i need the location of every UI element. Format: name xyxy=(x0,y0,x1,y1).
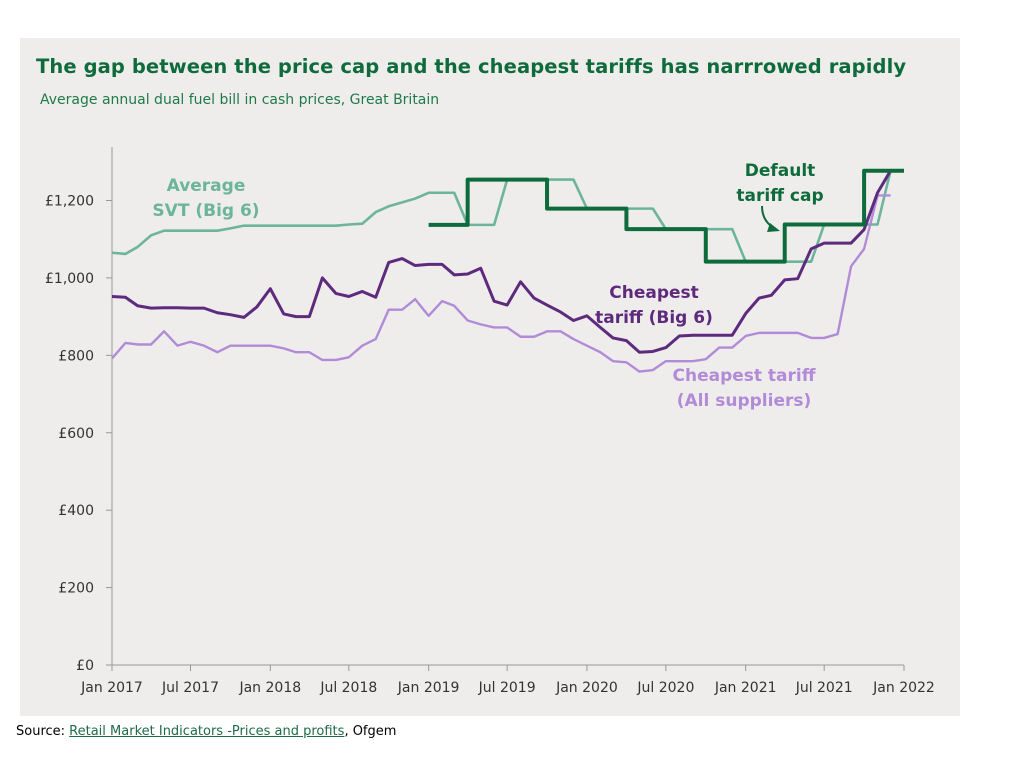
source-link[interactable]: Retail Market Indicators -Prices and pro… xyxy=(69,724,345,739)
chart-panel xyxy=(20,38,960,716)
source-note: Source: Retail Market Indicators -Prices… xyxy=(16,724,396,739)
axes: £0 £200 £400 £600 £800 £1,000 £1,200 Jan 2017 Ju… xyxy=(45,147,935,696)
x-tick-label: Jan 2018 xyxy=(238,680,301,696)
y-tick-label: £200 xyxy=(58,581,94,597)
series-lines xyxy=(111,168,904,373)
source-suffix: , Ofgem xyxy=(344,724,397,739)
x-tick-label: Jan 2021 xyxy=(714,680,777,696)
y-tick-label: £600 xyxy=(58,426,94,442)
cap-arrow xyxy=(761,205,777,230)
series-label-svt: SVT (Big 6) xyxy=(152,201,259,221)
x-tick-label: Jul 2018 xyxy=(319,680,377,696)
x-tick-label: Jul 2019 xyxy=(478,680,536,696)
x-tick-label: Jan 2022 xyxy=(872,680,935,696)
series-label-all: (All suppliers) xyxy=(677,391,812,411)
series-line-big6 xyxy=(111,169,892,354)
series-line-cap xyxy=(428,168,904,264)
y-tick-label: £400 xyxy=(58,503,94,519)
x-tick-label: Jan 2017 xyxy=(80,680,143,696)
y-tick-label: £800 xyxy=(58,348,94,364)
series-label-big6: tariff (Big 6) xyxy=(595,308,713,328)
y-tick-label: £1,000 xyxy=(45,271,94,287)
chart-subtitle: Average annual dual fuel bill in cash pr… xyxy=(40,92,440,108)
series-labels: Average SVT (Big 6) Default tariff cap Cheap… xyxy=(152,161,823,411)
series-label-svt: Average xyxy=(167,176,246,196)
x-tick-label: Jul 2021 xyxy=(795,680,853,696)
series-label-big6: Cheapest xyxy=(609,283,699,303)
x-tick-label: Jul 2017 xyxy=(161,680,219,696)
y-tick-label: £1,200 xyxy=(45,194,94,210)
series-label-cap: Default xyxy=(745,161,816,181)
cap-arrow-head xyxy=(767,223,780,232)
x-tick-label: Jan 2020 xyxy=(555,680,618,696)
series-label-all: Cheapest tariff xyxy=(672,366,815,386)
x-tick-label: Jul 2020 xyxy=(636,680,694,696)
x-tick-label: Jan 2019 xyxy=(397,680,460,696)
series-label-cap: tariff cap xyxy=(736,186,823,206)
y-tick-label: £0 xyxy=(76,658,94,674)
chart-title: The gap between the price cap and the ch… xyxy=(36,55,907,78)
source-prefix: Source: xyxy=(16,724,70,739)
series-line-all xyxy=(111,194,891,373)
